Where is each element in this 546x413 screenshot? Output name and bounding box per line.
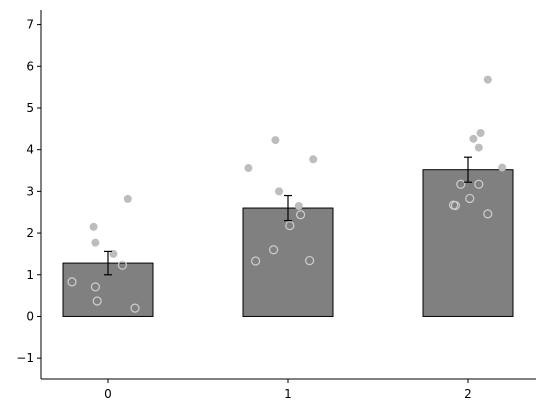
y-tick-label: 6 <box>26 59 34 73</box>
data-point-2-1 <box>476 129 485 137</box>
data-point-2-6 <box>474 179 484 189</box>
points-layer <box>67 75 507 313</box>
data-point-0-4 <box>67 277 77 287</box>
data-point-1-2 <box>309 155 318 164</box>
data-point-2-0 <box>483 75 492 84</box>
data-point-0-5 <box>90 282 101 292</box>
data-point-0-0 <box>89 222 98 231</box>
bar-1 <box>242 207 334 317</box>
data-point-1-7 <box>285 220 295 231</box>
error-bar-0 <box>104 250 112 276</box>
data-point-1-3 <box>275 187 283 196</box>
bar-2 <box>422 169 514 317</box>
bars-layer <box>62 169 514 317</box>
data-point-0-8 <box>130 303 140 313</box>
y-tick-label: 1 <box>26 268 34 282</box>
error-bars-layer <box>104 156 472 276</box>
data-point-1-1 <box>271 136 280 145</box>
y-tick-label: 4 <box>26 143 34 157</box>
y-tick-label: 5 <box>26 101 34 115</box>
data-point-2-2 <box>469 134 478 143</box>
x-ticks: 0 1 2 <box>104 379 472 401</box>
data-point-1-6 <box>269 245 279 255</box>
y-tick-label: −1 <box>16 351 34 365</box>
y-tick-label: 3 <box>26 184 34 198</box>
data-point-0-2 <box>91 238 100 247</box>
x-tick-label: 0 <box>104 387 112 401</box>
y-tick-label: 2 <box>26 226 34 240</box>
data-point-1-5 <box>251 256 261 266</box>
error-bar-2 <box>464 156 472 183</box>
y-tick-label: 0 <box>26 309 34 323</box>
error-bar-1 <box>284 194 292 222</box>
data-point-2-3 <box>474 143 483 152</box>
data-point-2-10 <box>483 209 493 219</box>
data-point-1-0 <box>244 164 253 173</box>
x-tick-label: 2 <box>464 387 472 401</box>
data-point-2-5 <box>456 179 466 189</box>
x-tick-label: 1 <box>284 387 292 401</box>
data-point-0-1 <box>123 194 132 203</box>
data-point-1-4 <box>294 201 303 210</box>
data-point-1-8 <box>296 210 306 220</box>
y-ticks: −1 0 1 2 3 4 5 6 7 <box>16 18 41 365</box>
data-point-1-9 <box>305 255 315 266</box>
data-point-2-9 <box>449 200 459 210</box>
y-tick-label: 7 <box>26 18 34 32</box>
data-point-2-4 <box>498 163 507 172</box>
data-point-0-7 <box>117 260 128 270</box>
data-point-0-6 <box>92 296 102 306</box>
data-point-2-7 <box>465 193 475 204</box>
